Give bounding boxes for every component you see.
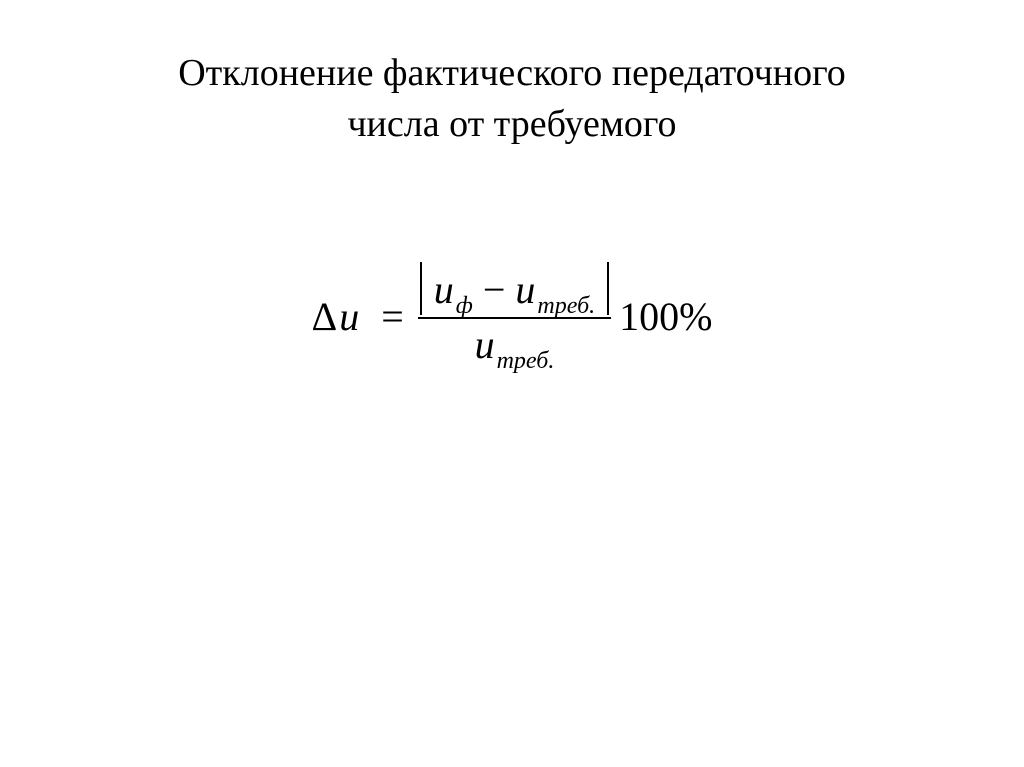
fraction: u ф − u треб. u треб. — [418, 266, 611, 368]
formula-lhs: Δ u — [312, 293, 360, 340]
numerator-wrap: u ф − u треб. — [418, 266, 611, 317]
abs-bar-left — [420, 262, 422, 315]
slide-page: Отклонение фактического передаточного чи… — [0, 0, 1024, 767]
minus-sign: − — [483, 266, 506, 313]
formula: Δ u = u ф − u треб. — [312, 266, 713, 368]
variable-u: u — [339, 293, 359, 340]
term-u-required-num: u треб. — [515, 266, 595, 313]
sub-required-num: треб. — [537, 293, 595, 320]
multiplier: 100% — [619, 293, 712, 340]
equals-sign: = — [381, 293, 404, 340]
var-u-num1: u — [434, 266, 454, 313]
term-u-required-den: u треб. — [475, 321, 555, 368]
denominator: u треб. — [475, 319, 555, 368]
sub-required-den: треб. — [497, 348, 555, 375]
slide-title: Отклонение фактического передаточного чи… — [0, 48, 1024, 151]
title-line-1: Отклонение фактического передаточного — [178, 52, 846, 94]
abs-bar-right — [607, 262, 609, 315]
formula-container: Δ u = u ф − u треб. — [0, 266, 1024, 368]
delta-symbol: Δ — [312, 293, 338, 340]
term-u-actual: u ф — [434, 266, 473, 313]
sub-actual: ф — [456, 293, 473, 320]
numerator: u ф − u треб. — [434, 266, 595, 313]
var-u-den: u — [475, 321, 495, 368]
title-line-2: числа от требуемого — [347, 103, 676, 145]
var-u-num2: u — [515, 266, 535, 313]
